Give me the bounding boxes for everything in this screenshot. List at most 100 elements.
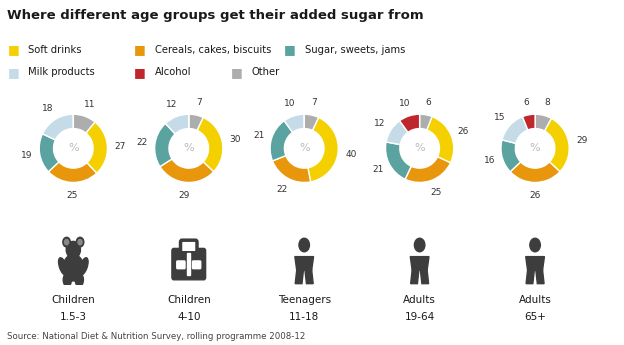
Text: 10: 10 — [399, 99, 411, 108]
Polygon shape — [526, 270, 534, 284]
Text: %: % — [299, 144, 310, 153]
Text: ■: ■ — [134, 43, 146, 57]
Bar — [187, 253, 190, 275]
Text: 12: 12 — [374, 119, 386, 128]
Polygon shape — [295, 270, 303, 284]
Circle shape — [76, 237, 84, 247]
Ellipse shape — [79, 258, 88, 275]
Text: 25: 25 — [430, 188, 441, 197]
Wedge shape — [386, 121, 408, 145]
Text: 7: 7 — [196, 98, 202, 107]
Text: 21: 21 — [253, 131, 265, 140]
Polygon shape — [411, 257, 429, 270]
Text: ■: ■ — [134, 66, 146, 79]
Text: %: % — [414, 144, 425, 153]
Text: Adults: Adults — [519, 295, 552, 305]
Ellipse shape — [414, 238, 425, 252]
Wedge shape — [49, 162, 97, 183]
Circle shape — [64, 239, 69, 245]
Text: Other: Other — [251, 68, 280, 77]
Wedge shape — [155, 124, 175, 167]
Text: Teenagers: Teenagers — [278, 295, 331, 305]
Wedge shape — [405, 157, 451, 183]
Ellipse shape — [59, 258, 67, 275]
Text: 26: 26 — [529, 191, 541, 200]
Wedge shape — [419, 114, 432, 130]
Text: 65+: 65+ — [524, 312, 546, 322]
Text: 6: 6 — [426, 98, 431, 107]
Text: Children: Children — [167, 295, 211, 305]
Wedge shape — [86, 122, 107, 173]
Polygon shape — [421, 270, 429, 284]
Text: 22: 22 — [276, 185, 287, 194]
Wedge shape — [427, 117, 454, 163]
Ellipse shape — [63, 255, 84, 281]
Text: 8: 8 — [544, 98, 550, 107]
Text: %: % — [530, 144, 540, 153]
Text: ■: ■ — [7, 66, 19, 79]
Text: 18: 18 — [42, 104, 54, 113]
Text: 4-10: 4-10 — [177, 312, 200, 322]
Wedge shape — [535, 114, 552, 131]
Wedge shape — [501, 140, 520, 172]
Text: ■: ■ — [7, 43, 19, 57]
Wedge shape — [522, 114, 535, 130]
Text: 26: 26 — [458, 127, 469, 136]
Circle shape — [63, 237, 71, 247]
Text: Milk products: Milk products — [28, 68, 95, 77]
Text: 7: 7 — [311, 98, 318, 107]
Wedge shape — [188, 114, 203, 130]
Wedge shape — [510, 162, 560, 183]
Ellipse shape — [530, 238, 540, 252]
Text: 11-18: 11-18 — [289, 312, 319, 322]
Text: %: % — [183, 144, 194, 153]
Text: ■: ■ — [284, 43, 296, 57]
Wedge shape — [386, 142, 411, 179]
Ellipse shape — [299, 238, 310, 252]
Wedge shape — [270, 121, 293, 161]
Wedge shape — [308, 118, 338, 182]
Text: 11: 11 — [84, 100, 95, 109]
Text: Source: National Diet & Nutrition Survey, rolling programme 2008-12: Source: National Diet & Nutrition Survey… — [7, 332, 306, 341]
Wedge shape — [502, 117, 528, 144]
Text: 12: 12 — [166, 100, 177, 109]
Text: Children: Children — [51, 295, 95, 305]
Text: Cereals, cakes, biscuits: Cereals, cakes, biscuits — [155, 45, 271, 55]
Ellipse shape — [75, 273, 84, 287]
Wedge shape — [545, 118, 569, 172]
Wedge shape — [160, 159, 213, 183]
Text: 10: 10 — [284, 99, 295, 108]
Wedge shape — [42, 114, 74, 140]
Polygon shape — [305, 270, 313, 284]
Text: 29: 29 — [178, 191, 190, 200]
Wedge shape — [399, 114, 420, 132]
Wedge shape — [73, 114, 95, 133]
FancyBboxPatch shape — [172, 248, 206, 280]
Wedge shape — [39, 134, 59, 172]
Text: Sugar, sweets, jams: Sugar, sweets, jams — [305, 45, 405, 55]
Wedge shape — [273, 156, 311, 183]
Text: 1.5-3: 1.5-3 — [60, 312, 87, 322]
Text: 27: 27 — [115, 142, 126, 151]
Text: 19: 19 — [21, 151, 32, 160]
Ellipse shape — [66, 241, 80, 258]
Polygon shape — [411, 270, 419, 284]
Circle shape — [78, 239, 82, 245]
Wedge shape — [304, 114, 319, 130]
Text: 6: 6 — [524, 98, 529, 107]
Polygon shape — [525, 257, 544, 270]
Text: 16: 16 — [484, 156, 495, 165]
Text: 21: 21 — [372, 165, 383, 174]
Text: 30: 30 — [229, 135, 241, 144]
Wedge shape — [197, 118, 223, 172]
Polygon shape — [536, 270, 544, 284]
FancyBboxPatch shape — [180, 240, 197, 253]
Text: Alcohol: Alcohol — [155, 68, 191, 77]
Text: %: % — [68, 144, 79, 153]
Text: 19-64: 19-64 — [404, 312, 435, 322]
Text: 25: 25 — [66, 191, 77, 200]
Ellipse shape — [63, 273, 71, 287]
FancyBboxPatch shape — [177, 261, 185, 269]
Text: 29: 29 — [576, 137, 587, 146]
Wedge shape — [284, 114, 305, 132]
